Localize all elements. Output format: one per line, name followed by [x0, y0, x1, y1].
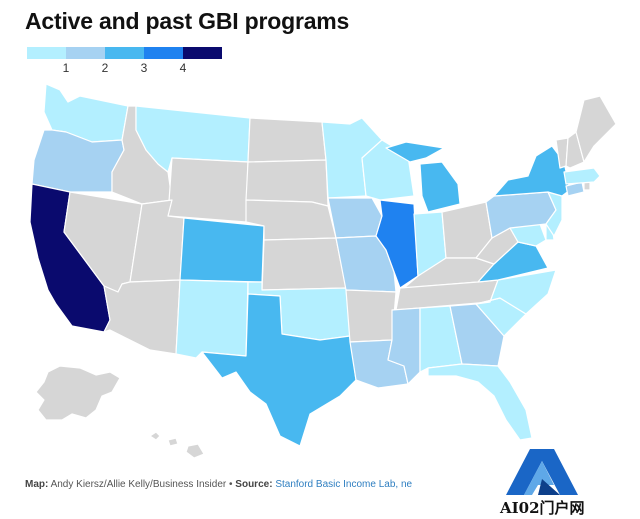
watermark-text: AI02门户网: [500, 499, 585, 517]
footer-credit: Map: Andy Kiersz/Allie Kelly/Business In…: [25, 479, 412, 490]
state-massachusetts[interactable]: [563, 167, 601, 185]
state-kansas[interactable]: [261, 237, 347, 291]
legend-swatch-0: [27, 47, 66, 59]
state-north-carolina[interactable]: [475, 269, 557, 315]
map-label: Map:: [25, 479, 49, 490]
state-texas[interactable]: [201, 293, 357, 447]
state-arizona[interactable]: [103, 279, 181, 355]
state-hawaii[interactable]: [149, 431, 205, 459]
state-georgia[interactable]: [449, 303, 505, 367]
state-florida[interactable]: [427, 363, 533, 441]
legend-swatch-4: [183, 47, 222, 59]
state-maine[interactable]: [575, 95, 617, 163]
state-wyoming[interactable]: [167, 157, 249, 223]
state-new-hampshire[interactable]: [565, 131, 585, 169]
map-credit: Andy Kiersz/Allie Kelly/Business Insider: [50, 479, 227, 490]
state-iowa[interactable]: [327, 197, 383, 239]
legend-swatch-3: [144, 47, 183, 59]
us-choropleth-map: [29, 83, 617, 459]
state-arkansas[interactable]: [345, 289, 397, 343]
state-michigan[interactable]: [385, 141, 461, 213]
legend-label-3: 3: [140, 61, 148, 75]
legend-label-1: 1: [62, 61, 70, 75]
legend: 1 2 3 4: [27, 47, 222, 75]
state-alaska[interactable]: [35, 365, 121, 421]
state-colorado[interactable]: [179, 217, 265, 283]
source-link[interactable]: Stanford Basic Income Lab, ne: [275, 479, 413, 490]
watermark-logo-icon: [506, 449, 578, 495]
footer-bullet: •: [229, 479, 233, 490]
legend-swatch-1: [66, 47, 105, 59]
state-north-dakota[interactable]: [247, 117, 327, 163]
state-south-dakota[interactable]: [245, 159, 329, 207]
legend-label-2: 2: [101, 61, 109, 75]
source-label: Source:: [235, 479, 273, 490]
map-title: Active and past GBI programs: [25, 8, 350, 34]
legend-label-4: 4: [179, 61, 187, 75]
state-new-mexico[interactable]: [175, 279, 249, 359]
legend-swatch-2: [105, 47, 144, 59]
